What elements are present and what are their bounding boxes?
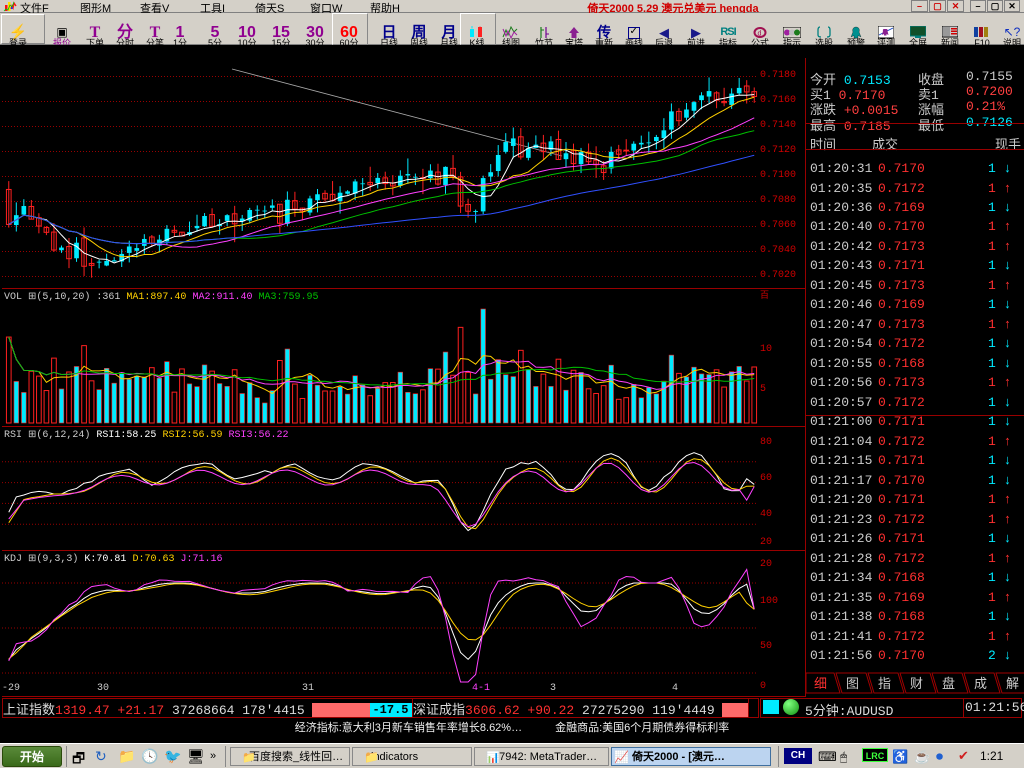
svg-text:d: d bbox=[758, 31, 762, 38]
svg-text:细: 细 bbox=[814, 676, 827, 691]
svg-text:解: 解 bbox=[1006, 676, 1019, 691]
svg-text:成: 成 bbox=[974, 676, 987, 691]
svg-text:盘: 盘 bbox=[942, 676, 955, 691]
svg-text:图: 图 bbox=[846, 676, 859, 691]
svg-text:指: 指 bbox=[878, 676, 891, 691]
svg-text:财: 财 bbox=[910, 676, 923, 691]
